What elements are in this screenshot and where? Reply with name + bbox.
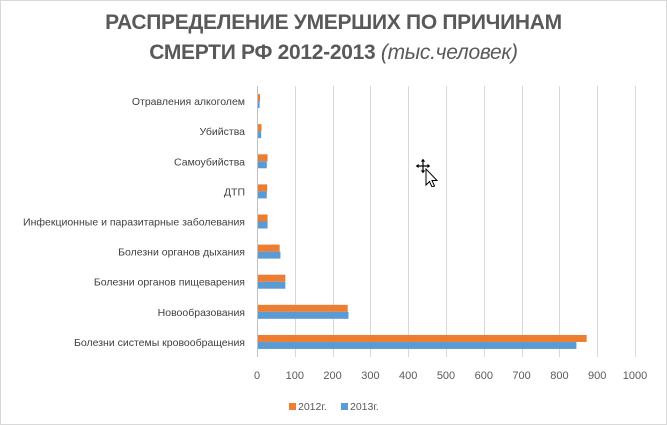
legend-swatch — [341, 403, 348, 410]
x-tick-label: 200 — [323, 370, 341, 382]
bar-series2 — [258, 161, 267, 169]
bar-series1 — [258, 124, 262, 132]
bar-series1 — [258, 334, 587, 342]
x-tick-label: 900 — [588, 370, 606, 382]
bar-series1 — [258, 244, 280, 252]
chart-title-line2: СМЕРТИ РФ 2012-2013 (тыс.человек) — [0, 38, 667, 68]
bar-series1 — [258, 184, 268, 192]
move-cursor-icon — [415, 157, 439, 187]
bar-series2 — [258, 131, 262, 139]
bar-series2 — [258, 101, 260, 109]
legend-swatch — [289, 403, 296, 410]
category-label: Убийства — [199, 126, 245, 138]
chart-title-unit: (тыс.человек) — [380, 41, 518, 64]
bar-series1 — [258, 304, 348, 312]
category-label: Отравления алкоголем — [132, 96, 245, 108]
bar-series2 — [258, 341, 577, 349]
x-tick-label: 0 — [254, 370, 260, 382]
bar-series1 — [258, 274, 286, 282]
x-tick-label: 1000 — [623, 370, 647, 382]
category-label: Самоубийства — [174, 156, 245, 168]
chart-title-line2-text: СМЕРТИ РФ 2012-2013 — [149, 41, 376, 64]
chart-title: РАСПРЕДЕЛЕНИЕ УМЕРШИХ ПО ПРИЧИНАМ СМЕРТИ… — [0, 8, 667, 68]
category-label: Новообразования — [158, 307, 245, 319]
x-tick-label: 700 — [512, 370, 530, 382]
x-tick-label: 300 — [361, 370, 379, 382]
legend-label: 2013г. — [350, 401, 379, 413]
bar-series2 — [258, 311, 349, 319]
bar-series1 — [258, 214, 268, 222]
category-label: Болезни органов пищеварения — [94, 277, 245, 289]
x-tick-label: 400 — [399, 370, 417, 382]
x-tick-label: 500 — [437, 370, 455, 382]
bar-series2 — [258, 281, 286, 289]
bar-series2 — [258, 191, 267, 199]
x-tick-label: 600 — [475, 370, 493, 382]
bar-series1 — [258, 94, 261, 102]
chart-title-line1: РАСПРЕДЕЛЕНИЕ УМЕРШИХ ПО ПРИЧИНАМ — [105, 11, 562, 34]
x-tick-label: 100 — [286, 370, 304, 382]
x-tick-label: 800 — [550, 370, 568, 382]
category-label: Инфекционные и паразитарные заболевания — [23, 217, 245, 229]
bar-series1 — [258, 154, 268, 162]
category-label: Болезни органов дыхания — [118, 247, 245, 259]
bar-series2 — [258, 251, 281, 259]
category-label: Болезни системы кровообращения — [74, 337, 245, 349]
category-label: ДТП — [224, 186, 245, 198]
bar-series2 — [258, 221, 268, 229]
legend-label: 2012г. — [298, 401, 327, 413]
